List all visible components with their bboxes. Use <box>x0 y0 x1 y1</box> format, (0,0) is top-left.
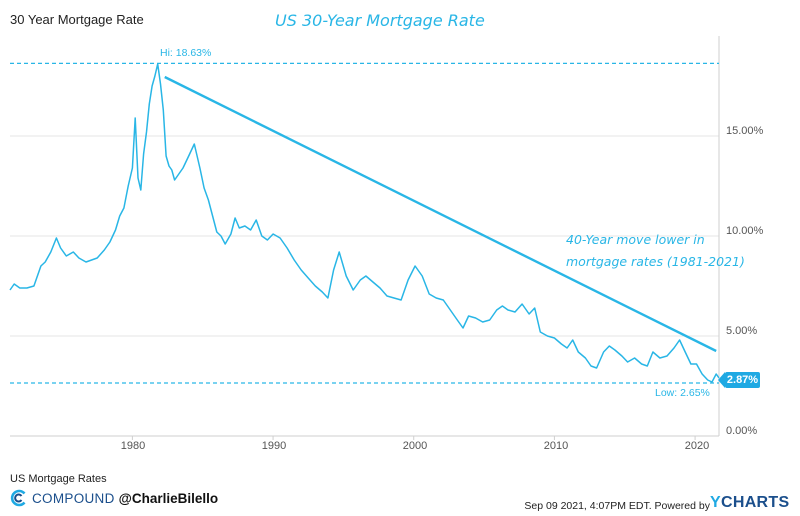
last-value-badge: 2.87% <box>718 372 760 388</box>
reference-lines <box>10 62 719 384</box>
x-tick-label: 2010 <box>543 440 569 452</box>
powered-by-text: Powered by <box>654 500 710 512</box>
series-name: US Mortgage Rates <box>10 473 107 485</box>
ycharts-logo[interactable]: YCHARTS <box>710 494 789 512</box>
chart-headline: US 30-Year Mortgage Rate <box>275 11 485 30</box>
timestamp-powered: Sep 09 2021, 4:07PM EDT. Powered by <box>524 500 710 512</box>
brand-name: COMPOUND <box>32 490 115 506</box>
y-tick-label: 15.00% <box>726 125 764 137</box>
annotation-line-1: 40-Year move lower in <box>566 232 705 247</box>
y-tick-label: 10.00% <box>726 225 764 237</box>
x-tick-label: 1990 <box>261 440 287 452</box>
ycharts-logo-y: Y <box>710 494 721 511</box>
trendline <box>164 75 717 353</box>
brand-logo[interactable]: COMPOUND @CharlieBilello <box>10 488 218 508</box>
series-layer <box>9 63 720 383</box>
author-handle[interactable]: @CharlieBilello <box>118 490 219 506</box>
grid-lines <box>10 135 719 437</box>
mortgage-rate-series-line <box>9 63 720 383</box>
ycharts-logo-text: CHARTS <box>720 494 790 511</box>
compound-logo-icon <box>10 489 26 507</box>
y-tick-label: 0.00% <box>726 425 758 437</box>
y-tick-label: 5.00% <box>726 325 758 337</box>
x-tick-label: 2020 <box>684 440 710 452</box>
high-label: Hi: 18.63% <box>160 47 212 59</box>
low-label: Low: 2.65% <box>655 387 710 399</box>
timestamp: Sep 09 2021, 4:07PM EDT. <box>524 500 652 512</box>
annotation-line-2: mortgage rates (1981-2021) <box>566 254 745 269</box>
x-tick-label: 2000 <box>402 440 428 452</box>
plot-frame <box>10 36 720 440</box>
x-tick-label: 1980 <box>120 440 146 452</box>
chart-title: 30 Year Mortgage Rate <box>10 12 144 27</box>
